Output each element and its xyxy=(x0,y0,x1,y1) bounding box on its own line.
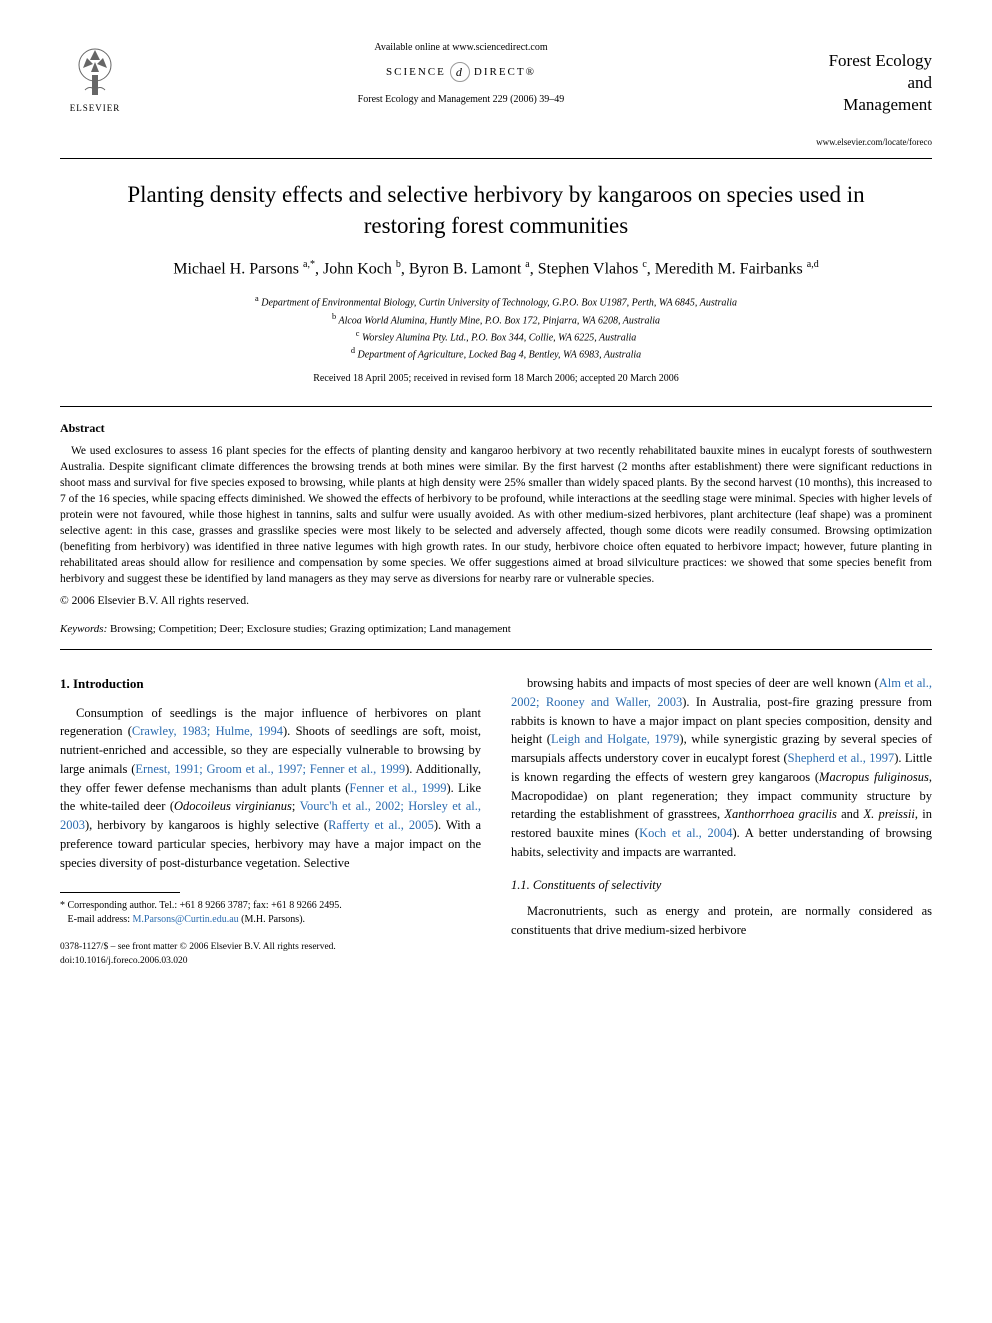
affiliation-d: d Department of Agriculture, Locked Bag … xyxy=(60,345,932,362)
publisher-name: ELSEVIER xyxy=(70,102,121,116)
email-attribution: (M.H. Parsons). xyxy=(241,914,305,925)
keywords-list: Browsing; Competition; Deer; Exclosure s… xyxy=(110,623,511,635)
journal-url: www.elsevier.com/locate/foreco xyxy=(792,136,932,150)
abstract-top-divider xyxy=(60,406,932,407)
article-title: Planting density effects and selective h… xyxy=(100,179,892,241)
sd-right: DIRECT® xyxy=(474,64,536,81)
available-online-text: Available online at www.sciencedirect.co… xyxy=(150,40,772,55)
right-column: browsing habits and impacts of most spec… xyxy=(511,674,932,968)
header-divider xyxy=(60,158,932,159)
science-direct-logo: SCIENCE d DIRECT® xyxy=(150,61,772,82)
authors-list: Michael H. Parsons a,*, John Koch b, Byr… xyxy=(60,257,932,281)
intro-heading: 1. Introduction xyxy=(60,674,481,694)
abstract-text: We used exclosures to assess 16 plant sp… xyxy=(60,443,932,588)
affiliation-c: c Worsley Alumina Pty. Ltd., P.O. Box 34… xyxy=(60,328,932,345)
issn-line: 0378-1127/$ – see front matter © 2006 El… xyxy=(60,941,481,954)
abstract-heading: Abstract xyxy=(60,419,932,437)
email-label: E-mail address: xyxy=(68,914,130,925)
subsection-paragraph: Macronutrients, such as energy and prote… xyxy=(511,902,932,940)
affiliation-a: a Department of Environmental Biology, C… xyxy=(60,293,932,310)
email-address[interactable]: M.Parsons@Curtin.edu.au xyxy=(132,914,238,925)
center-header: Available online at www.sciencedirect.co… xyxy=(130,40,792,107)
journal-title-line1: Forest Ecology xyxy=(792,50,932,72)
article-dates: Received 18 April 2005; received in revi… xyxy=(60,371,932,386)
page-header: ELSEVIER Available online at www.science… xyxy=(60,40,932,150)
corresponding-author: * Corresponding author. Tel.: +61 8 9266… xyxy=(60,899,481,913)
sd-left: SCIENCE xyxy=(386,64,446,81)
footnotes: * Corresponding author. Tel.: +61 8 9266… xyxy=(60,899,481,927)
journal-reference: Forest Ecology and Management 229 (2006)… xyxy=(150,92,772,107)
affiliations: a Department of Environmental Biology, C… xyxy=(60,293,932,362)
intro-paragraph-right: browsing habits and impacts of most spec… xyxy=(511,674,932,862)
publisher-logo: ELSEVIER xyxy=(60,40,130,120)
keywords-label: Keywords: xyxy=(60,623,107,635)
email-line: E-mail address: M.Parsons@Curtin.edu.au … xyxy=(60,913,481,927)
footnote-divider xyxy=(60,892,180,893)
intro-paragraph-left: Consumption of seedlings is the major in… xyxy=(60,704,481,873)
journal-title-line2: and xyxy=(792,72,932,94)
keywords-line: Keywords: Browsing; Competition; Deer; E… xyxy=(60,621,932,638)
sd-at-icon: d xyxy=(450,62,470,82)
doi-line: doi:10.1016/j.foreco.2006.03.020 xyxy=(60,955,481,968)
left-column: 1. Introduction Consumption of seedlings… xyxy=(60,674,481,968)
journal-title-line3: Management xyxy=(792,94,932,116)
elsevier-tree-icon xyxy=(65,40,125,100)
abstract-bottom-divider xyxy=(60,649,932,650)
journal-title-block: Forest Ecology and Management www.elsevi… xyxy=(792,40,932,150)
affiliation-b: b Alcoa World Alumina, Huntly Mine, P.O.… xyxy=(60,311,932,328)
copyright-line: © 2006 Elsevier B.V. All rights reserved… xyxy=(60,593,932,610)
body-columns: 1. Introduction Consumption of seedlings… xyxy=(60,674,932,968)
subsection-heading: 1.1. Constituents of selectivity xyxy=(511,876,932,895)
bottom-info: 0378-1127/$ – see front matter © 2006 El… xyxy=(60,941,481,968)
